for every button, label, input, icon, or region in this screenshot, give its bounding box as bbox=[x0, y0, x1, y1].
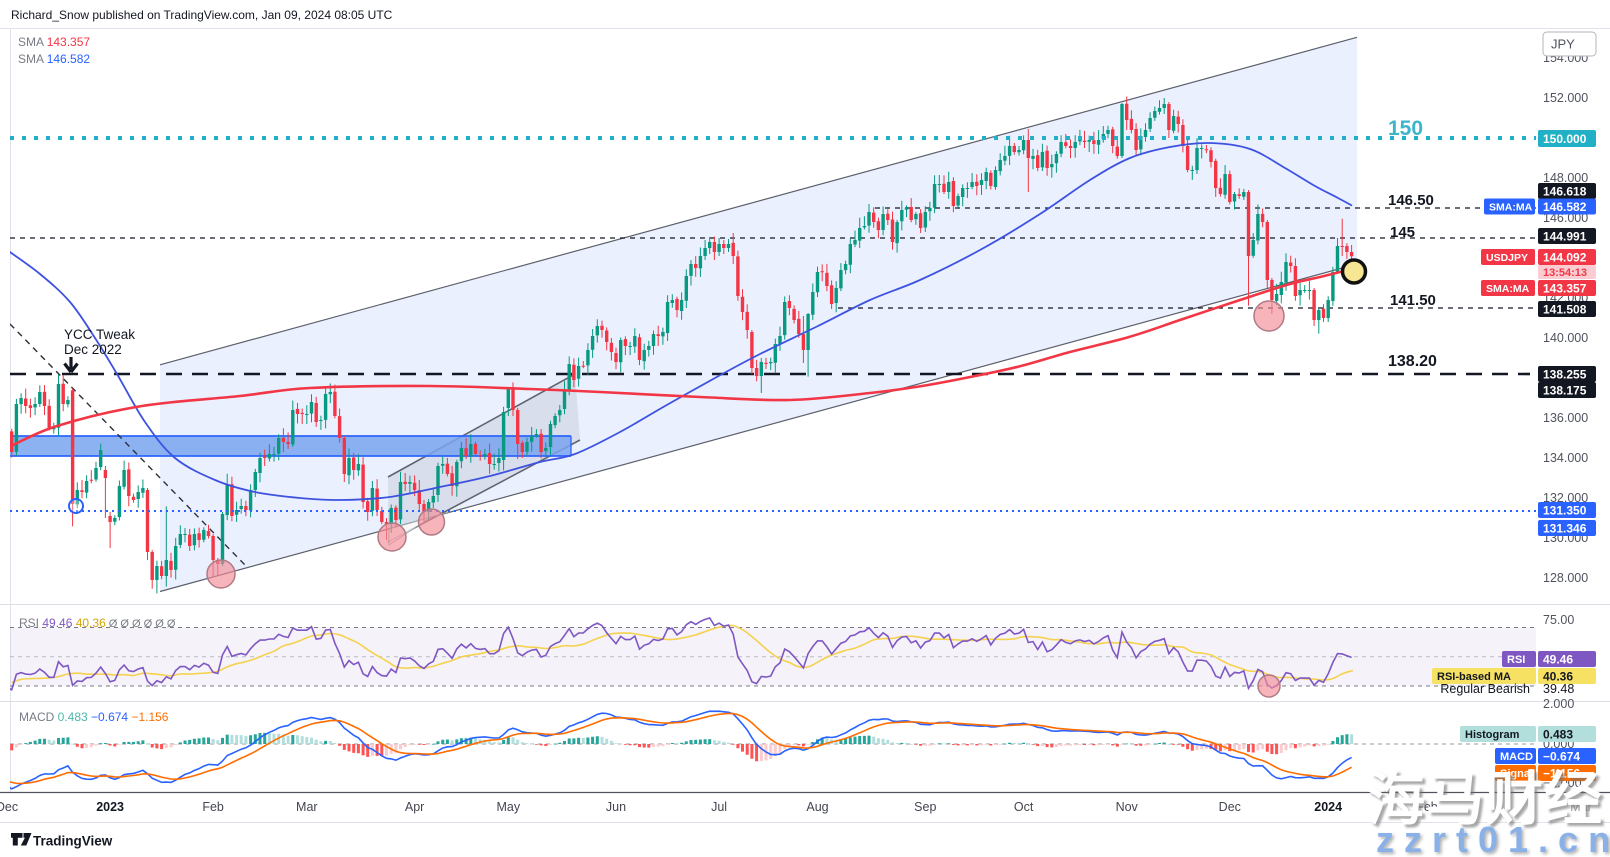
svg-text:2.000: 2.000 bbox=[1543, 697, 1574, 711]
svg-text:49.46: 49.46 bbox=[1543, 652, 1573, 666]
svg-text:Dec 2022: Dec 2022 bbox=[64, 342, 122, 357]
svg-text:152.000: 152.000 bbox=[1543, 91, 1588, 105]
svg-text:Jun: Jun bbox=[606, 800, 626, 814]
svg-text:141.50: 141.50 bbox=[1390, 292, 1436, 309]
svg-text:131.350: 131.350 bbox=[1543, 503, 1587, 517]
svg-text:2023: 2023 bbox=[96, 800, 124, 814]
svg-text:Nov: Nov bbox=[1116, 800, 1139, 814]
svg-text:144.991: 144.991 bbox=[1543, 229, 1587, 243]
svg-text:Histogram: Histogram bbox=[1465, 729, 1520, 741]
svg-text:SMA:MA: SMA:MA bbox=[1489, 201, 1533, 213]
svg-text:138.175: 138.175 bbox=[1543, 383, 1587, 397]
svg-text:May: May bbox=[496, 800, 520, 814]
svg-text:JPY: JPY bbox=[1551, 37, 1575, 52]
svg-text:SMA 146.582: SMA 146.582 bbox=[18, 52, 90, 66]
svg-text:145: 145 bbox=[1390, 224, 1415, 241]
svg-text:134.000: 134.000 bbox=[1543, 451, 1588, 465]
svg-text:146.618: 146.618 bbox=[1543, 184, 1587, 198]
svg-text:40.36: 40.36 bbox=[1543, 669, 1573, 683]
svg-text:Oct: Oct bbox=[1014, 800, 1034, 814]
svg-text:Dec: Dec bbox=[0, 800, 18, 814]
svg-text:143.357: 143.357 bbox=[1543, 281, 1587, 295]
svg-text:−1.156: −1.156 bbox=[1543, 766, 1580, 780]
svg-text:TradingView: TradingView bbox=[33, 834, 113, 849]
svg-text:39.48: 39.48 bbox=[1543, 682, 1574, 696]
svg-text:Richard_Snow published on Trad: Richard_Snow published on TradingView.co… bbox=[11, 8, 393, 22]
svg-text:148.000: 148.000 bbox=[1543, 171, 1588, 185]
svg-text:128.000: 128.000 bbox=[1543, 571, 1588, 585]
svg-text:132.000: 132.000 bbox=[1543, 491, 1588, 505]
svg-text:138.20: 138.20 bbox=[1388, 353, 1437, 370]
svg-text:Feb: Feb bbox=[202, 800, 224, 814]
svg-text:USDJPY: USDJPY bbox=[1486, 252, 1528, 264]
svg-text:146.582: 146.582 bbox=[1543, 200, 1587, 214]
svg-text:Mar: Mar bbox=[296, 800, 318, 814]
svg-text:−0.674: −0.674 bbox=[1543, 749, 1580, 763]
svg-text:Jul: Jul bbox=[711, 800, 727, 814]
svg-text:144.092: 144.092 bbox=[1543, 250, 1587, 264]
svg-text:138.255: 138.255 bbox=[1543, 367, 1587, 381]
svg-text:141.508: 141.508 bbox=[1543, 302, 1587, 316]
svg-text:YCC Tweak: YCC Tweak bbox=[64, 327, 135, 342]
svg-text:146.50: 146.50 bbox=[1388, 192, 1434, 209]
svg-text:Regular Bearish: Regular Bearish bbox=[1440, 682, 1530, 696]
svg-text:Sep: Sep bbox=[914, 800, 936, 814]
svg-text:Apr: Apr bbox=[405, 800, 424, 814]
svg-text:13:54:13: 13:54:13 bbox=[1543, 267, 1587, 279]
svg-text:MACD 0.483 −0.674 −1.156: MACD 0.483 −0.674 −1.156 bbox=[19, 710, 169, 724]
svg-text:Dec: Dec bbox=[1219, 800, 1241, 814]
svg-text:Feb: Feb bbox=[1416, 800, 1438, 814]
svg-text:Aug: Aug bbox=[806, 800, 828, 814]
svg-text:MACD: MACD bbox=[1500, 751, 1533, 763]
svg-text:75.00: 75.00 bbox=[1543, 613, 1574, 627]
svg-text:RSI: RSI bbox=[1507, 654, 1525, 666]
svg-text:140.000: 140.000 bbox=[1543, 331, 1588, 345]
svg-text:150.000: 150.000 bbox=[1543, 132, 1587, 146]
svg-text:Signal: Signal bbox=[1500, 768, 1533, 780]
svg-text:RSI 49.46 40.36 Ø Ø Ø Ø Ø: RSI 49.46 40.36 Ø Ø Ø Ø Ø Ø bbox=[19, 616, 176, 630]
svg-text:2024: 2024 bbox=[1314, 800, 1342, 814]
svg-text:150: 150 bbox=[1388, 117, 1423, 140]
svg-text:Mar: Mar bbox=[1570, 800, 1592, 814]
svg-text:136.000: 136.000 bbox=[1543, 411, 1588, 425]
svg-text:SMA:MA: SMA:MA bbox=[1486, 283, 1530, 295]
svg-text:RSI-based MA: RSI-based MA bbox=[1437, 671, 1511, 683]
svg-text:SMA 143.357: SMA 143.357 bbox=[18, 35, 90, 49]
svg-text:131.346: 131.346 bbox=[1543, 521, 1587, 535]
svg-text:0.483: 0.483 bbox=[1543, 727, 1573, 741]
